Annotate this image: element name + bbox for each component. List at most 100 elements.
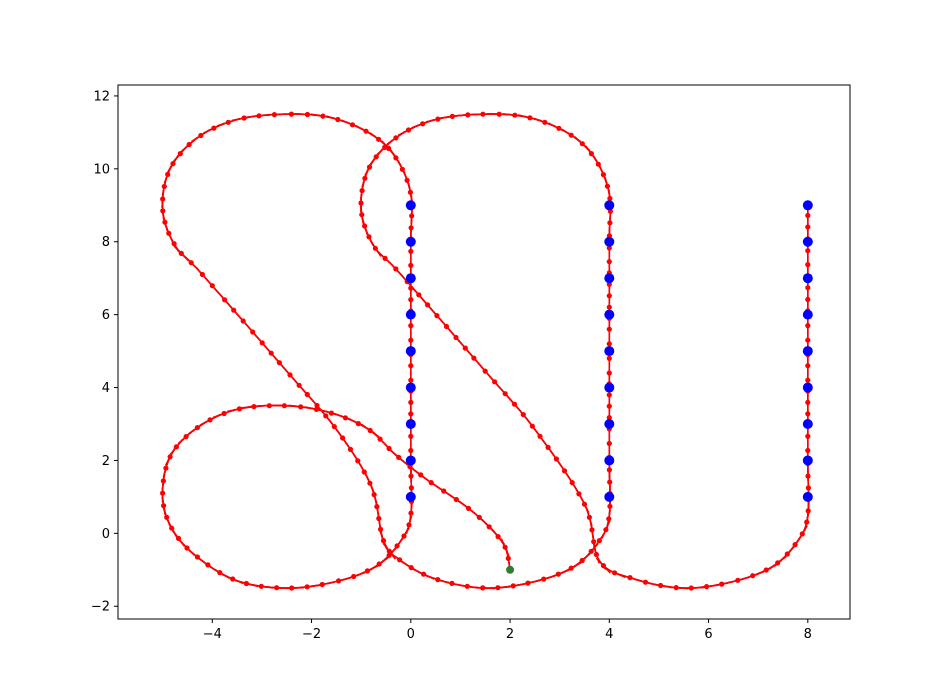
- pose-marker: [586, 514, 593, 520]
- pose-marker: [359, 188, 365, 194]
- pose-marker: [259, 340, 265, 346]
- waypoint-marker: [604, 273, 615, 284]
- pose-marker: [304, 391, 310, 398]
- pose-marker: [241, 115, 247, 121]
- waypoint-marker: [604, 346, 615, 357]
- pose-marker: [805, 411, 811, 417]
- pose-marker: [561, 468, 568, 474]
- y-tick-label: 0: [102, 527, 110, 542]
- pose-marker: [409, 213, 415, 219]
- pose-marker: [396, 454, 402, 460]
- waypoint-marker: [405, 273, 416, 284]
- pose-marker: [416, 292, 422, 298]
- pose-marker: [243, 580, 249, 587]
- pose-marker: [171, 241, 177, 247]
- pose-marker: [274, 585, 280, 591]
- pose-marker: [556, 125, 562, 131]
- pose-marker: [529, 423, 536, 429]
- waypoint-marker: [405, 200, 416, 211]
- pose-marker: [511, 401, 518, 407]
- x-tick-label: 8: [804, 627, 812, 642]
- pose-marker: [386, 445, 392, 452]
- pose-marker: [367, 480, 373, 486]
- pose-marker: [805, 399, 811, 405]
- pose-marker: [453, 496, 459, 503]
- pose-marker: [408, 297, 414, 303]
- pose-marker: [482, 368, 488, 374]
- pose-marker: [405, 127, 412, 133]
- pose-marker: [480, 111, 486, 117]
- pose-marker: [376, 515, 382, 522]
- pose-marker: [408, 411, 414, 417]
- pose-marker: [160, 490, 166, 496]
- pose-marker: [606, 516, 612, 522]
- pose-marker: [358, 200, 364, 206]
- pose-marker: [175, 535, 182, 542]
- pose-marker: [775, 560, 781, 566]
- waypoint-marker: [405, 491, 416, 502]
- x-tick-label: 0: [407, 627, 415, 642]
- pose-marker: [372, 245, 378, 251]
- pose-marker: [606, 355, 612, 361]
- pose-marker: [240, 318, 246, 324]
- pose-marker: [805, 285, 811, 291]
- pose-marker: [588, 151, 595, 157]
- waypoint-marker: [604, 236, 615, 247]
- pose-marker: [579, 557, 585, 564]
- pose-marker: [205, 562, 211, 568]
- pose-marker: [673, 585, 679, 591]
- pose-marker: [296, 382, 302, 388]
- pose-marker: [805, 473, 811, 479]
- pose-marker: [502, 544, 508, 550]
- pose-marker: [404, 177, 410, 183]
- waypoint-marker: [604, 418, 615, 429]
- pose-marker: [186, 141, 192, 148]
- y-tick-label: 4: [102, 381, 110, 396]
- pose-marker: [607, 479, 613, 485]
- pose-marker: [606, 326, 612, 332]
- pose-marker: [347, 446, 354, 452]
- pose-marker: [211, 125, 217, 131]
- pose-marker: [177, 151, 183, 157]
- pose-marker: [408, 323, 414, 329]
- pose-marker: [393, 135, 399, 141]
- pose-marker: [799, 531, 805, 537]
- pose-marker: [805, 433, 811, 439]
- pose-marker: [359, 212, 365, 218]
- pose-marker: [589, 527, 595, 533]
- pose-marker: [313, 406, 320, 412]
- pose-marker: [449, 580, 455, 587]
- waypoint-marker: [802, 455, 813, 466]
- pose-marker: [607, 503, 613, 509]
- pose-marker: [568, 132, 574, 138]
- pose-marker: [408, 433, 414, 439]
- pose-marker: [525, 580, 531, 586]
- pose-marker: [486, 524, 492, 530]
- pose-marker: [340, 435, 346, 441]
- pose-marker: [408, 337, 414, 343]
- pose-marker: [805, 447, 811, 454]
- pose-marker: [371, 492, 377, 498]
- axes-frame: [117, 84, 851, 620]
- pose-marker: [606, 415, 612, 421]
- pose-marker: [355, 421, 361, 427]
- pose-marker: [251, 404, 257, 410]
- pose-marker: [606, 341, 612, 347]
- plot-content: [160, 111, 813, 591]
- pose-marker: [366, 234, 372, 240]
- pose-marker: [374, 504, 380, 510]
- pose-marker: [606, 467, 613, 473]
- pose-marker: [364, 568, 370, 574]
- pose-marker: [537, 433, 543, 439]
- pose-marker: [367, 427, 373, 434]
- pose-marker: [183, 434, 189, 440]
- pose-marker: [281, 403, 287, 409]
- pose-marker: [236, 406, 242, 412]
- pose-marker: [596, 538, 603, 544]
- start-point-marker: [506, 565, 515, 574]
- pose-marker: [606, 259, 612, 265]
- pose-marker: [394, 543, 400, 549]
- pose-marker: [502, 391, 508, 397]
